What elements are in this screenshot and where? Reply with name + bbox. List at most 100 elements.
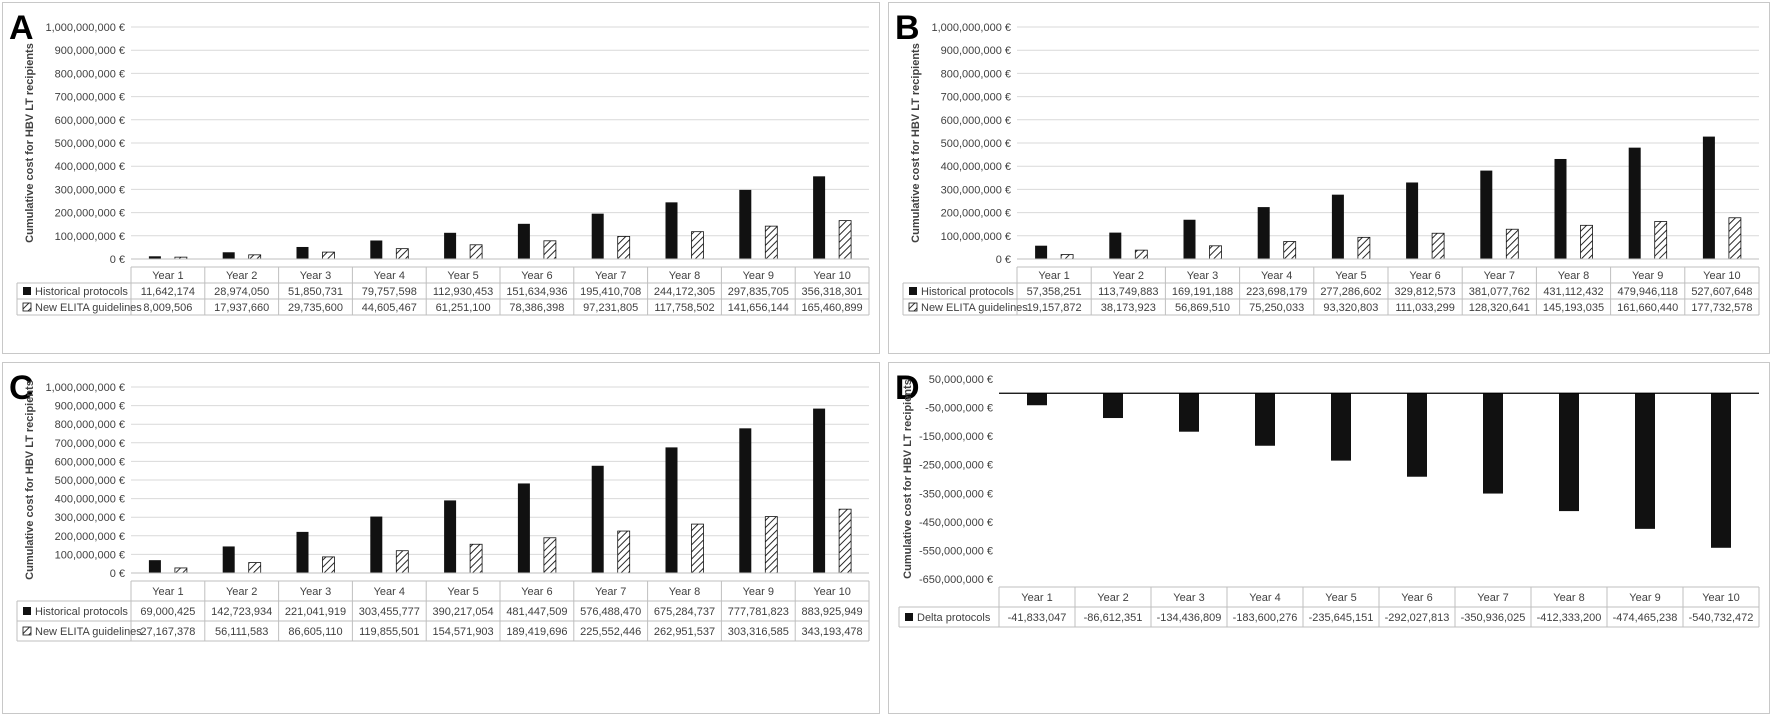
bar-elita-year-7 — [617, 530, 631, 574]
bar-elita-year-9 — [764, 225, 778, 260]
y-tick-label: 500,000,000 € — [55, 138, 125, 150]
x-category-label: Year 8 — [1553, 592, 1584, 604]
bar-elita-year-4 — [395, 248, 409, 260]
data-table-value: 117,758,502 — [654, 302, 714, 314]
y-tick-label: -50,000,000 € — [925, 403, 993, 415]
x-category-label: Year 10 — [813, 586, 851, 598]
bar-elita-year-8 — [691, 523, 704, 574]
data-table-value: 145,193,035 — [1543, 302, 1604, 314]
x-category-label: Year 10 — [813, 270, 851, 282]
legend-series-name: Historical protocols — [35, 286, 128, 298]
y-tick-label: -150,000,000 € — [919, 431, 993, 443]
bar-elita-year-2 — [248, 254, 262, 260]
data-table-value: 17,937,660 — [214, 302, 269, 314]
y-tick-label: 600,000,000 € — [55, 115, 125, 127]
y-tick-label: 800,000,000 € — [941, 68, 1011, 80]
data-table-value: 44,605,467 — [362, 302, 417, 314]
x-category-label: Year 6 — [1409, 270, 1440, 282]
x-category-label: Year 7 — [595, 270, 626, 282]
bar-elita-year-1 — [1060, 254, 1074, 260]
bar-historical-year-3 — [1183, 219, 1196, 259]
y-tick-label: 900,000,000 € — [55, 45, 125, 57]
y-tick-label: 600,000,000 € — [55, 456, 125, 468]
bar-elita-year-7 — [1505, 228, 1519, 260]
x-category-label: Year 8 — [1558, 270, 1589, 282]
x-category-label: Year 7 — [595, 586, 626, 598]
bar-delta-year-10 — [1711, 393, 1731, 548]
y-tick-label: 500,000,000 € — [55, 475, 125, 487]
data-table-value: 154,571,903 — [433, 626, 494, 638]
data-table-value: 356,318,301 — [802, 286, 863, 298]
bar-historical-year-6 — [517, 223, 530, 259]
x-category-label: Year 5 — [447, 586, 478, 598]
bar-historical-year-7 — [591, 213, 604, 259]
y-tick-label: 0 € — [110, 568, 125, 580]
data-table-value: 165,460,899 — [802, 302, 863, 314]
bar-elita-year-6 — [1431, 232, 1445, 260]
y-tick-label: 0 € — [996, 254, 1011, 266]
data-table-value: -41,833,047 — [1008, 612, 1067, 624]
data-table-value: 481,447,509 — [506, 606, 567, 618]
x-category-label: Year 9 — [743, 270, 774, 282]
data-table-value: 169,191,188 — [1172, 286, 1233, 298]
y-tick-label: -550,000,000 € — [919, 545, 993, 557]
data-table-value: 431,112,432 — [1543, 286, 1603, 298]
data-table-value: 177,732,578 — [1691, 302, 1752, 314]
bar-delta-year-3 — [1179, 393, 1199, 432]
chart-panel-b: B 0 € 100,000,000 € 200,000,000 € 300,000,00… — [888, 2, 1770, 354]
bar-delta-year-1 — [1027, 393, 1047, 406]
data-table-value: 244,172,305 — [654, 286, 715, 298]
data-table-value: -540,732,472 — [1689, 612, 1754, 624]
bar-elita-year-1 — [174, 567, 188, 574]
data-table-value: 111,033,299 — [1395, 302, 1455, 314]
y-tick-label: 800,000,000 € — [55, 419, 125, 431]
y-tick-label: -250,000,000 € — [919, 460, 993, 472]
x-category-label: Year 8 — [669, 586, 700, 598]
data-table-value: 142,723,934 — [211, 606, 272, 618]
data-table-value: 777,781,823 — [728, 606, 789, 618]
bar-elita-year-10 — [1728, 217, 1742, 260]
x-category-label: Year 4 — [1261, 270, 1292, 282]
data-table-value: 329,812,573 — [1395, 286, 1456, 298]
data-table-value: 78,386,398 — [509, 302, 564, 314]
y-tick-label: 600,000,000 € — [941, 115, 1011, 127]
bar-historical-year-3 — [296, 531, 309, 573]
y-tick-label: 50,000,000 € — [929, 374, 993, 386]
data-table-value: 27,167,378 — [140, 626, 195, 638]
bar-historical-year-2 — [222, 252, 235, 259]
x-category-label: Year 4 — [374, 586, 405, 598]
panel-letter-d: D — [895, 369, 920, 407]
panel-letter-c: C — [9, 369, 34, 407]
x-category-label: Year 5 — [447, 270, 478, 282]
legend-key-delta — [905, 613, 913, 621]
chart-panel-a: A 0 € 100,000,000 € 200,000,000 € 300,000,00… — [2, 2, 880, 354]
data-table-value: 343,193,478 — [802, 626, 863, 638]
bar-elita-year-3 — [322, 251, 335, 260]
x-category-label: Year 6 — [521, 270, 552, 282]
data-table-value: 28,974,050 — [214, 286, 269, 298]
x-category-label: Year 9 — [1632, 270, 1663, 282]
data-table-value: 675,284,737 — [654, 606, 715, 618]
data-table-value: 303,455,777 — [359, 606, 420, 618]
y-tick-label: 400,000,000 € — [55, 161, 125, 173]
y-axis-label: Cumulative cost for HBV LT recipients — [902, 379, 914, 579]
y-tick-label: 100,000,000 € — [941, 231, 1011, 243]
y-tick-label: -650,000,000 € — [919, 574, 993, 586]
data-table-value: 223,698,179 — [1246, 286, 1307, 298]
bar-historical-year-4 — [370, 516, 383, 573]
y-tick-label: 1,000,000,000 € — [45, 382, 125, 394]
bar-historical-year-2 — [222, 546, 235, 573]
bar-elita-year-10 — [838, 508, 852, 574]
y-tick-label: 500,000,000 € — [941, 138, 1011, 150]
x-category-label: Year 3 — [1173, 592, 1204, 604]
bar-historical-year-4 — [370, 240, 383, 259]
data-table-value: 11,642,174 — [141, 286, 195, 298]
y-tick-label: 0 € — [110, 254, 125, 266]
chart-b-svg: B 0 € 100,000,000 € 200,000,000 € 300,000,00… — [895, 9, 1760, 316]
bar-historical-year-2 — [1109, 232, 1122, 259]
x-category-label: Year 9 — [1629, 592, 1660, 604]
bar-elita-year-6 — [543, 240, 557, 260]
bar-elita-year-10 — [838, 220, 852, 260]
x-category-label: Year 6 — [521, 586, 552, 598]
bar-elita-year-3 — [1209, 245, 1222, 260]
